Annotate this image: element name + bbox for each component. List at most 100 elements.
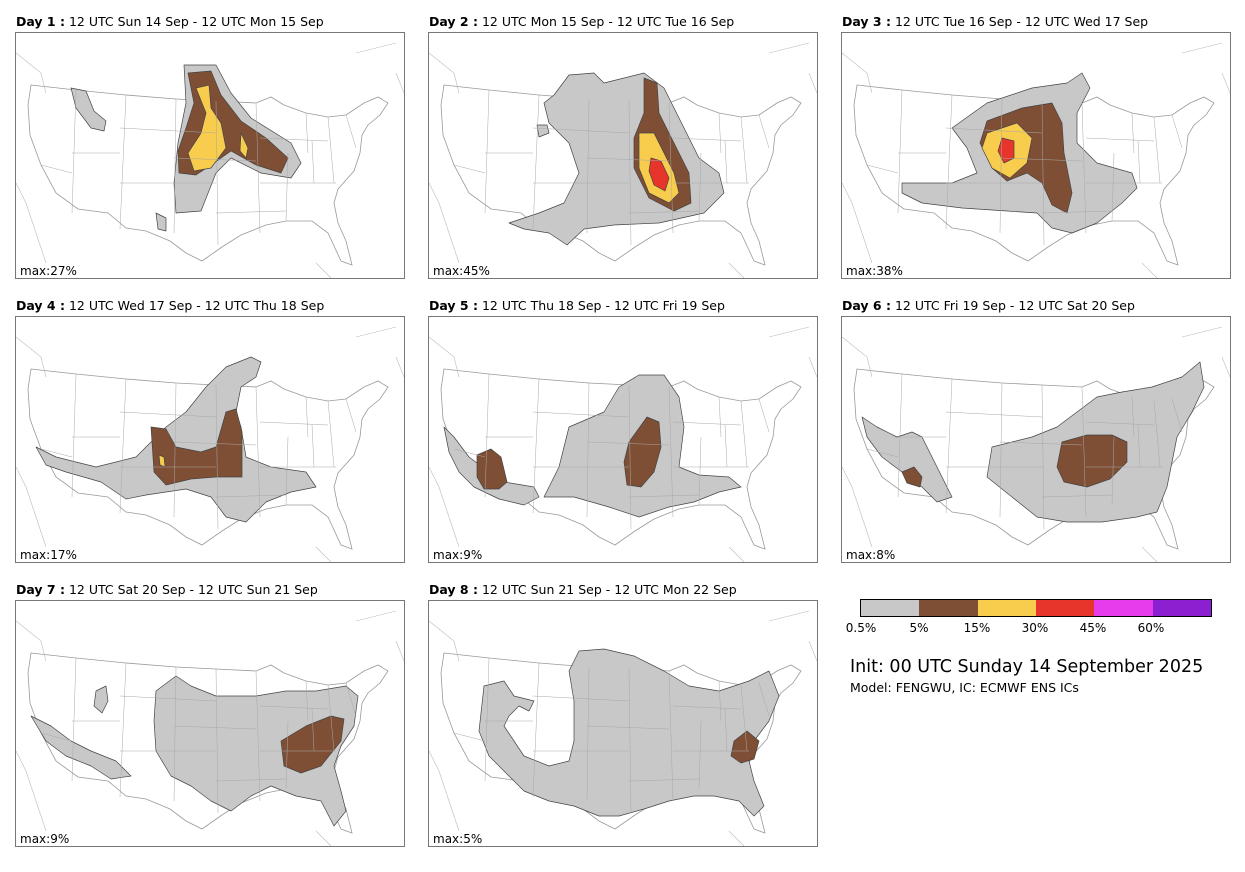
state-border	[1137, 424, 1141, 468]
state-border	[866, 164, 899, 174]
state-border	[1041, 384, 1045, 530]
state-border	[173, 382, 177, 518]
state-border	[718, 112, 722, 154]
day2-title: Day 2 : 12 UTC Mon 15 Sep - 12 UTC Tue 1…	[429, 14, 735, 29]
day6-map: max:8%	[841, 316, 1231, 563]
probability-contour-0	[70, 87, 107, 132]
state-border	[285, 436, 289, 506]
day7-max-label: max:9%	[19, 832, 71, 846]
state-border	[1153, 116, 1161, 184]
probability-contour-0	[30, 715, 132, 780]
colorbar-tick-label: 0.5%	[845, 621, 877, 635]
state-border	[255, 670, 261, 802]
day1-max-label: max:27%	[19, 264, 78, 278]
day4-max-label: max:17%	[19, 548, 78, 562]
day8-title: Day 8 : 12 UTC Sun 21 Sep - 12 UTC Mon 2…	[429, 582, 737, 597]
state-border	[173, 441, 257, 446]
state-border	[945, 127, 1043, 134]
state-border	[119, 94, 127, 230]
state-border	[1081, 102, 1087, 234]
probability-contour-1	[1056, 434, 1128, 488]
state-border	[718, 396, 722, 438]
state-border	[999, 98, 1003, 234]
state-border	[1131, 396, 1135, 438]
state-border	[285, 720, 289, 790]
state-border	[628, 100, 632, 246]
day7-map: max:9%	[15, 600, 405, 847]
probability-contour-2	[158, 454, 166, 468]
state-border	[628, 210, 700, 214]
state-border	[311, 424, 315, 468]
day5-map: max:9%	[428, 316, 818, 563]
state-border	[999, 382, 1003, 518]
state-border	[327, 684, 335, 752]
probability-contour-3	[997, 137, 1015, 164]
probability-contour-1	[150, 408, 243, 486]
state-border	[40, 164, 73, 174]
state-border	[586, 98, 590, 234]
state-border	[1111, 436, 1115, 506]
colorbar-tick-label: 45%	[1079, 621, 1107, 635]
state-border	[586, 666, 590, 802]
state-border	[740, 400, 748, 468]
state-border	[1041, 494, 1113, 498]
state-border	[173, 157, 257, 162]
state-border	[1085, 421, 1155, 426]
day4-map: max:17%	[15, 316, 405, 563]
state-border	[255, 102, 261, 234]
state-border	[740, 684, 748, 752]
state-border	[628, 494, 700, 498]
day6-title: Day 6 : 12 UTC Fri 19 Sep - 12 UTC Sat 2…	[842, 298, 1135, 313]
state-border	[119, 662, 127, 798]
colorbar-segment-60-plus	[1152, 600, 1211, 616]
state-border	[758, 682, 770, 717]
init-time-label: Init: 00 UTC Sunday 14 September 2025	[850, 657, 1204, 677]
coastline	[842, 42, 1230, 278]
state-border	[215, 100, 219, 246]
day7-title: Day 7 : 12 UTC Sat 20 Sep - 12 UTC Sun 2…	[16, 582, 318, 597]
probability-colorbar	[860, 599, 1212, 617]
state-border	[672, 705, 742, 710]
state-border	[484, 89, 490, 214]
day1-title: Day 1 : 12 UTC Sun 14 Sep - 12 UTC Mon 1…	[16, 14, 324, 29]
state-border	[1171, 398, 1183, 433]
state-border	[628, 778, 700, 782]
model-info-label: Model: FENGWU, IC: ECMWF ENS ICs	[850, 680, 1079, 695]
coastline	[16, 326, 404, 562]
state-border	[724, 140, 728, 184]
state-border	[215, 494, 287, 498]
state-border	[532, 411, 630, 418]
day2-max-label: max:45%	[432, 264, 491, 278]
colorbar-tick-label: 60%	[1137, 621, 1165, 635]
coastline	[429, 326, 817, 562]
state-border	[999, 157, 1083, 162]
day2-map: max:45%	[428, 32, 818, 279]
day3-title: Day 3 : 12 UTC Tue 16 Sep - 12 UTC Wed 1…	[842, 14, 1149, 29]
state-border	[311, 140, 315, 184]
state-border	[305, 680, 309, 722]
colorbar-tick-label: 15%	[963, 621, 991, 635]
state-border	[259, 137, 329, 142]
state-border	[758, 398, 770, 433]
state-border	[305, 112, 309, 154]
colorbar-segment-15-30	[977, 600, 1036, 616]
probability-contour-3	[648, 157, 670, 192]
state-border	[945, 378, 953, 514]
state-border	[586, 441, 670, 446]
state-border	[1041, 100, 1045, 246]
state-border	[215, 778, 287, 782]
day5-title: Day 5 : 12 UTC Thu 18 Sep - 12 UTC Fri 1…	[429, 298, 725, 313]
state-border	[758, 114, 770, 149]
state-border	[345, 114, 357, 149]
state-border	[698, 152, 702, 222]
state-border	[698, 720, 702, 790]
day3-max-label: max:38%	[845, 264, 904, 278]
state-border	[586, 157, 670, 162]
state-border	[215, 384, 219, 530]
state-border	[586, 382, 590, 518]
state-border	[1137, 140, 1141, 184]
coastline	[16, 42, 404, 278]
state-border	[724, 708, 728, 752]
state-border	[1041, 210, 1113, 214]
state-border	[1153, 400, 1161, 468]
